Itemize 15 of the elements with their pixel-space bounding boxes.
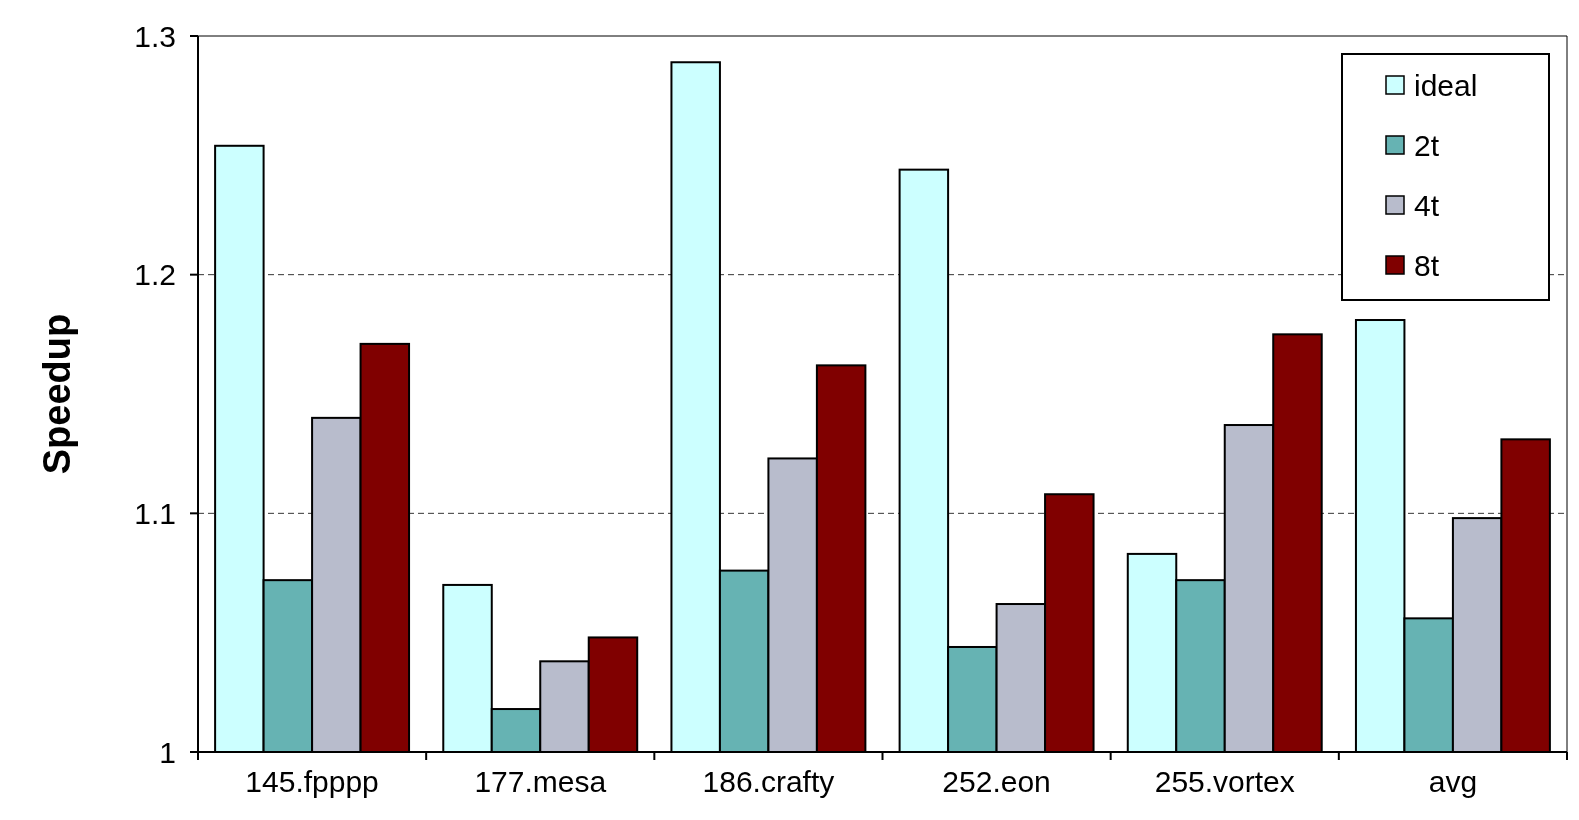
y-tick-label: 1.3: [134, 19, 176, 53]
legend-label: 4t: [1414, 188, 1440, 222]
x-tick-label: 252.eon: [942, 765, 1051, 798]
y-tick-label: 1.1: [134, 496, 176, 530]
x-tick-label: 145.fpppp: [245, 765, 379, 798]
x-tick-label: avg: [1428, 765, 1478, 798]
legend-label: 2t: [1414, 128, 1440, 162]
y-axis-title: Speedup: [36, 313, 78, 475]
x-tick-label: 186.crafty: [702, 765, 835, 798]
x-tick-label: 177.mesa: [474, 765, 607, 798]
y-tick-label: 1: [159, 735, 176, 769]
x-tick-label: 255.vortex: [1154, 765, 1295, 798]
legend-label: 8t: [1414, 248, 1440, 282]
legend-label: ideal: [1414, 68, 1478, 102]
y-tick-label: 1.2: [134, 258, 176, 292]
